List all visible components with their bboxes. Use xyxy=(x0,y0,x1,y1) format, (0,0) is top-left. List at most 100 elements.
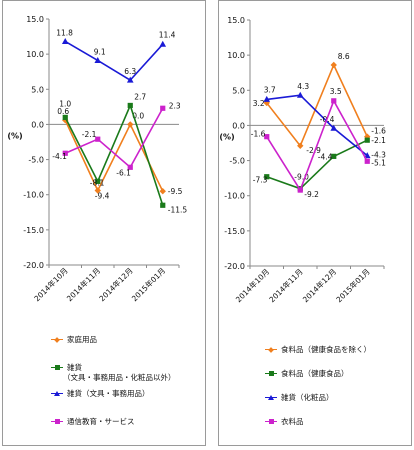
series-line xyxy=(266,62,368,148)
legend-item: 食料品（健康食品を除く） xyxy=(265,345,371,355)
data-point xyxy=(263,95,271,102)
x-tick-label: 2014年11月 xyxy=(267,266,305,304)
data-label: 0.6 xyxy=(57,107,69,116)
legend-label-line: 家庭用品 xyxy=(67,335,97,344)
data-point xyxy=(364,158,370,164)
data-point xyxy=(62,114,68,120)
y-tick-label: 15.0 xyxy=(26,15,44,24)
data-point xyxy=(264,134,270,140)
x-tick-label: 2015年01月 xyxy=(334,266,372,304)
data-point xyxy=(159,188,166,195)
legend-marker-swatch xyxy=(55,365,60,370)
x-tick-label: 2015年01月 xyxy=(129,265,167,303)
data-label: -9.2 xyxy=(304,190,319,199)
data-label: -9.4 xyxy=(95,191,110,200)
data-point xyxy=(330,124,338,131)
y-tick-label: -15.0 xyxy=(224,227,245,236)
series-line xyxy=(266,98,368,192)
legend-label: 食料品（健康食品を除く） xyxy=(265,345,371,355)
data-label: 11.8 xyxy=(56,28,73,37)
data-label: -9.0 xyxy=(294,173,309,182)
x-tick-label: 2014年12月 xyxy=(97,265,135,303)
y-tick-label: 0.0 xyxy=(31,120,44,129)
data-point xyxy=(297,187,303,193)
x-tick-label: 2014年12月 xyxy=(300,266,338,304)
y-tick-label: -10.0 xyxy=(224,192,245,201)
legend-label: 雑貨（文具・事務用品） xyxy=(51,389,150,399)
data-label: 6.3 xyxy=(124,67,136,76)
data-point xyxy=(331,153,337,159)
data-point xyxy=(263,99,270,107)
data-point xyxy=(127,164,133,170)
y-tick-label: 10.0 xyxy=(227,51,245,60)
data-label: 2.7 xyxy=(134,92,146,101)
legend-label-line: 衣料品 xyxy=(281,417,304,426)
legend-label: 衣料品 xyxy=(265,417,304,427)
data-label: -1.6 xyxy=(371,127,386,136)
data-label: 3.5 xyxy=(330,87,342,96)
y-tick-label: -5.0 xyxy=(229,157,245,166)
data-label: -4.1 xyxy=(52,152,67,161)
series-line xyxy=(64,107,164,169)
legend-marker-swatch xyxy=(268,395,274,400)
legend-label: 雑貨（化粧品） xyxy=(265,393,334,403)
legend-item: 家庭用品 xyxy=(51,335,97,345)
data-label: -4.3 xyxy=(371,151,386,160)
data-label: 4.3 xyxy=(297,82,309,91)
data-point xyxy=(95,178,101,184)
legend-item: 衣料品 xyxy=(265,417,304,427)
data-point xyxy=(364,137,370,143)
y-tick-label: -15.0 xyxy=(23,226,44,235)
y-tick-label: 5.0 xyxy=(31,85,44,94)
legend-label-line: 食料品（健康食品を除く） xyxy=(281,345,371,354)
legend-label-line: 雑貨（文具・事務用品） xyxy=(67,389,150,398)
chart-panel-right: 15.0 10.0 5.0 0.0 -5.0 -10.0 -15.0 -20.0 (%) 2014… xyxy=(218,0,412,446)
data-label: 11.4 xyxy=(159,30,176,39)
line-chart-right: 15.0 10.0 5.0 0.0 -5.0 -10.0 -15.0 -20.0 (%) 2014… xyxy=(219,16,386,304)
data-label: 3.2 xyxy=(253,99,265,108)
y-tick-label: -10.0 xyxy=(23,191,44,200)
data-label: -2.9 xyxy=(306,146,321,155)
legend-label: 雑貨 （文具・事務用品・化粧品以外） xyxy=(51,363,176,383)
legend-label: 通信教育・サービス xyxy=(51,417,135,427)
data-label: -2.1 xyxy=(371,136,386,145)
x-tick-label: 2014年10月 xyxy=(32,265,70,303)
data-point xyxy=(126,76,134,83)
data-label: -7.3 xyxy=(253,176,268,185)
data-point xyxy=(330,61,337,69)
data-point xyxy=(160,105,166,111)
chart-panel-left: 15.0 10.0 5.0 0.0 -5.0 -10.0 -15.0 -20.0 (%) 2014… xyxy=(2,0,206,446)
y-tick-label: 0.0 xyxy=(232,121,245,130)
y-axis-label: (%) xyxy=(219,132,234,141)
series-line xyxy=(64,40,164,82)
data-point xyxy=(364,133,371,140)
data-point xyxy=(127,102,133,109)
data-label: 1.0 xyxy=(59,99,71,108)
data-label: 2.3 xyxy=(169,101,181,110)
legend-label-line: 雑貨（化粧品） xyxy=(281,393,334,402)
y-tick-label: -20.0 xyxy=(224,262,245,271)
legend-item: 通信教育・サービス xyxy=(51,417,135,427)
legend-label-line: （文具・事務用品・化粧品以外） xyxy=(63,373,176,382)
data-label: -9.5 xyxy=(168,187,183,196)
y-tick-label: -5.0 xyxy=(28,156,44,165)
legend-item: 雑貨 （文具・事務用品・化粧品以外） xyxy=(51,363,176,383)
data-point xyxy=(95,136,101,142)
data-point xyxy=(160,202,166,208)
data-point xyxy=(331,98,337,104)
legend-label-line: 食料品（健康食品） xyxy=(281,369,349,378)
y-tick-label: 10.0 xyxy=(26,50,44,59)
legend-label: 家庭用品 xyxy=(51,335,97,345)
legend-right: 食料品（健康食品を除く） 食料品（健康食品） 雑貨（化粧品） 衣料品 xyxy=(265,345,411,435)
series-line xyxy=(64,103,164,206)
series-line xyxy=(64,119,164,193)
data-point xyxy=(296,91,304,98)
data-point xyxy=(94,187,101,194)
data-point xyxy=(62,150,68,156)
y-axis-label: (%) xyxy=(7,131,22,140)
data-label: -11.5 xyxy=(168,205,188,214)
data-point xyxy=(94,56,102,63)
x-tick-label: 2014年11月 xyxy=(64,265,102,303)
data-label: 3.7 xyxy=(264,85,276,94)
legend-item: 雑貨（化粧品） xyxy=(265,393,334,403)
